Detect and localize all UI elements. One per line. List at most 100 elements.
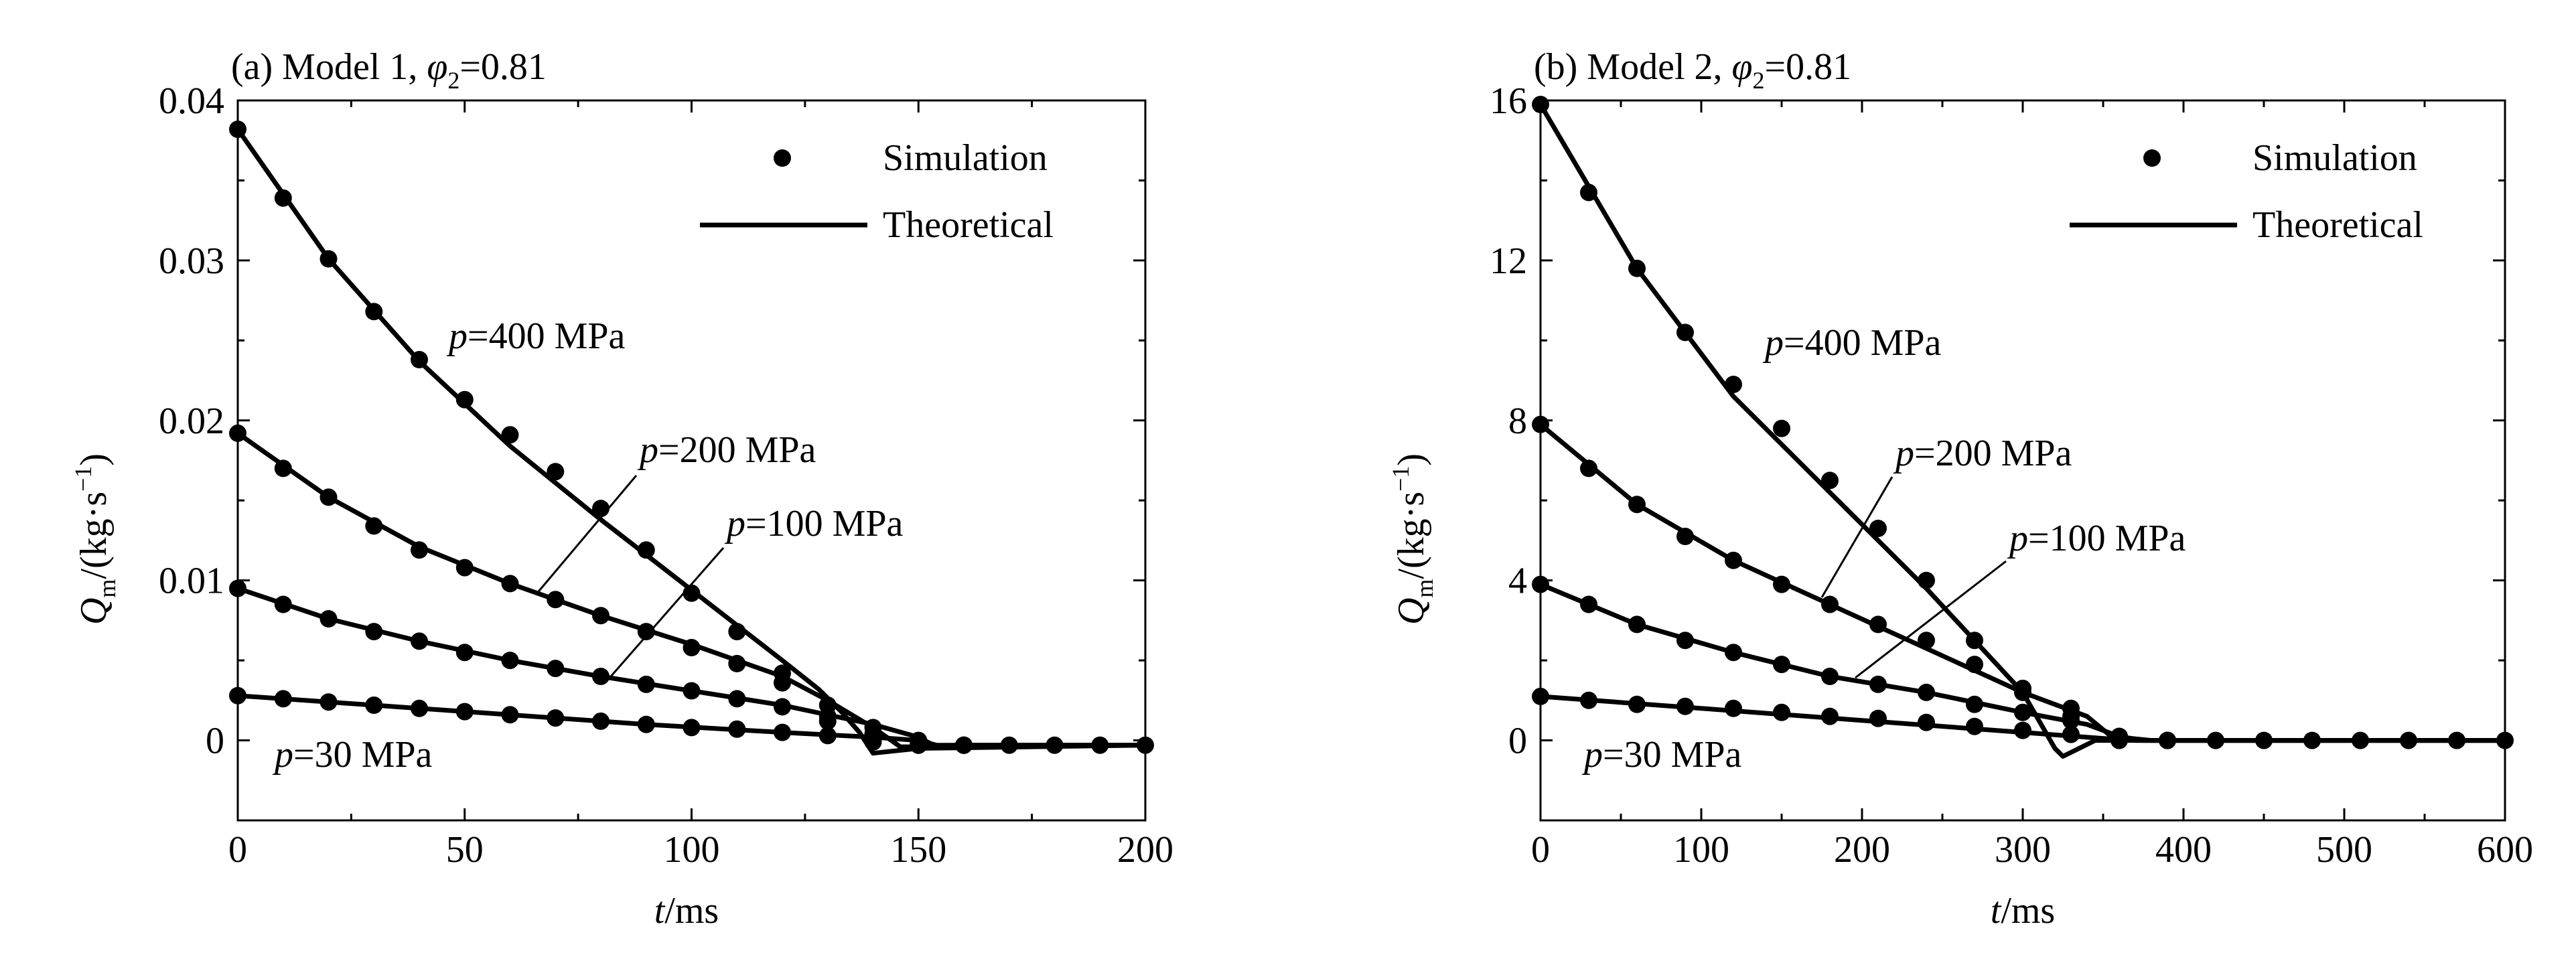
simulation-point bbox=[319, 250, 338, 268]
simulation-point bbox=[683, 584, 701, 602]
simulation-point bbox=[2014, 683, 2031, 701]
simulation-point bbox=[683, 682, 701, 700]
simulation-point bbox=[818, 727, 837, 745]
y-tick-label: 0 bbox=[1508, 721, 1527, 762]
simulation-point bbox=[2014, 721, 2031, 739]
simulation-point bbox=[1580, 459, 1597, 477]
simulation-point bbox=[1580, 183, 1597, 202]
simulation-point bbox=[592, 500, 610, 518]
simulation-point bbox=[229, 424, 246, 442]
y-tick-label: 0.02 bbox=[159, 400, 224, 442]
simulation-point bbox=[1580, 691, 1597, 709]
simulation-point bbox=[955, 736, 973, 754]
simulation-point bbox=[455, 703, 474, 721]
simulation-point bbox=[319, 610, 338, 628]
x-tick-label: 500 bbox=[2316, 829, 2372, 871]
x-tick-label: 400 bbox=[2155, 829, 2212, 871]
y-tick-label: 4 bbox=[1508, 561, 1527, 602]
simulation-point bbox=[1918, 683, 1935, 701]
series-label-p200: p=200 MPa bbox=[1893, 433, 2072, 474]
simulation-point bbox=[1821, 471, 1839, 490]
panel-title: (a) Model 1, φ2=0.81 bbox=[231, 46, 547, 94]
simulation-point bbox=[818, 707, 837, 725]
simulation-point bbox=[683, 639, 701, 656]
simulation-point bbox=[547, 463, 565, 481]
y-tick-label: 0.01 bbox=[159, 561, 224, 602]
simulation-point bbox=[365, 696, 383, 714]
simulation-point bbox=[319, 693, 338, 711]
x-tick-label: 50 bbox=[446, 829, 484, 871]
simulation-point bbox=[411, 699, 428, 717]
simulation-point bbox=[1628, 496, 1646, 514]
simulation-point bbox=[1532, 415, 1549, 433]
legend-simulation-marker bbox=[2143, 149, 2161, 167]
legend-simulation-marker bbox=[774, 149, 791, 167]
simulation-point bbox=[1676, 323, 1694, 342]
simulation-point bbox=[455, 390, 474, 409]
simulation-point bbox=[319, 488, 338, 506]
simulation-point bbox=[2062, 699, 2080, 717]
simulation-point bbox=[1918, 632, 1935, 650]
chart-panel-a: (a) Model 1, φ2=0.81 Qm/(kg·s−1) t/ms Si… bbox=[70, 46, 1173, 932]
x-axis-label: t/ms bbox=[1991, 890, 2055, 932]
simulation-point bbox=[1580, 595, 1597, 613]
simulation-point bbox=[365, 517, 383, 535]
simulation-point bbox=[864, 728, 882, 746]
simulation-point bbox=[2014, 703, 2031, 721]
simulation-point bbox=[592, 712, 610, 730]
legend: Simulation Theoretical bbox=[700, 137, 1054, 246]
x-tick-label: 200 bbox=[1834, 829, 1890, 871]
simulation-point bbox=[1869, 615, 1887, 634]
simulation-point bbox=[1725, 551, 1742, 569]
simulation-point bbox=[411, 541, 428, 559]
simulation-point bbox=[728, 654, 746, 672]
y-tick-label: 16 bbox=[1490, 80, 1527, 122]
leader-line-p200 bbox=[534, 475, 638, 595]
simulation-point bbox=[411, 632, 428, 650]
y-tick-label: 0.04 bbox=[159, 80, 224, 122]
simulation-point bbox=[1773, 419, 1790, 437]
series-label-p30: p=30 MPa bbox=[1581, 734, 1742, 776]
simulation-point bbox=[1773, 703, 1790, 721]
simulation-point bbox=[1532, 687, 1549, 705]
simulation-point bbox=[1869, 675, 1887, 693]
series-label-p100: p=100 MPa bbox=[2007, 518, 2186, 559]
simulation-point bbox=[728, 690, 746, 708]
series-label-p100: p=100 MPa bbox=[724, 503, 904, 544]
simulation-point bbox=[229, 579, 246, 597]
simulation-point bbox=[1966, 717, 1983, 735]
legend-simulation-label: Simulation bbox=[2252, 137, 2417, 179]
series-label-p30: p=30 MPa bbox=[272, 734, 433, 776]
leader-line-p200 bbox=[1820, 476, 1893, 598]
simulation-point bbox=[1918, 571, 1935, 589]
simulation-point bbox=[1773, 575, 1790, 593]
simulation-point bbox=[728, 720, 746, 738]
simulation-point bbox=[1869, 709, 1887, 727]
simulation-point bbox=[774, 698, 791, 716]
simulation-point bbox=[774, 723, 791, 741]
simulation-point bbox=[1966, 632, 1983, 650]
x-tick-label: 0 bbox=[228, 829, 247, 871]
simulation-point bbox=[274, 595, 292, 613]
simulation-point bbox=[1773, 656, 1790, 674]
simulation-point bbox=[774, 674, 791, 692]
simulation-point bbox=[2062, 711, 2080, 729]
y-tick-label: 12 bbox=[1490, 240, 1527, 282]
series-annotations: p=400 MPa p=200 MPa p=100 MPa p=30 MPa bbox=[272, 315, 904, 776]
simulation-point bbox=[592, 607, 610, 625]
simulation-point bbox=[274, 459, 292, 477]
simulation-point bbox=[455, 644, 474, 662]
y-tick-label: 8 bbox=[1508, 400, 1527, 442]
series-label-p200: p=200 MPa bbox=[637, 429, 816, 471]
simulation-point bbox=[637, 541, 655, 559]
simulation-point bbox=[592, 668, 610, 685]
simulation-point bbox=[365, 623, 383, 641]
simulation-point bbox=[229, 686, 246, 705]
simulation-point bbox=[455, 559, 474, 577]
simulation-point bbox=[365, 303, 383, 321]
simulation-point bbox=[1628, 615, 1646, 634]
simulation-point bbox=[1676, 632, 1694, 650]
x-tick-label: 100 bbox=[1673, 829, 1729, 871]
x-tick-label: 150 bbox=[890, 829, 946, 871]
